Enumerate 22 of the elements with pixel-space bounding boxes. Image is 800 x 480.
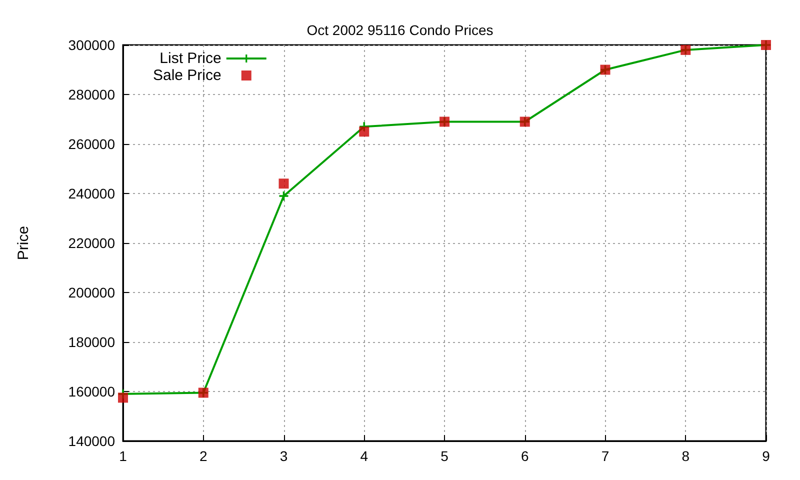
x-tick-label: 2: [199, 448, 208, 464]
x-tick-label: 8: [682, 448, 690, 464]
y-tick-label: 260000: [68, 136, 116, 152]
x-tick-label: 5: [440, 448, 449, 464]
y-tick-label: 300000: [68, 37, 116, 53]
x-tick-label: 7: [601, 448, 610, 464]
y-tick-label: 160000: [68, 384, 116, 400]
y-tick-label: 180000: [68, 334, 116, 350]
x-tick-label: 1: [119, 448, 128, 464]
y-axis-title: Price: [15, 226, 32, 260]
y-tick-label: 240000: [68, 186, 116, 202]
legend-label: List Price: [160, 50, 222, 67]
legend-label: Sale Price: [152, 67, 222, 84]
x-tick-label: 9: [762, 448, 770, 464]
y-tick-label: 280000: [68, 86, 116, 102]
y-tick-label: 220000: [68, 235, 116, 251]
x-tick-label: 4: [360, 448, 368, 464]
y-tick-label: 200000: [68, 284, 116, 300]
x-tick-label: 6: [520, 448, 529, 464]
x-tick-label: 3: [280, 448, 288, 464]
y-tick-label: 140000: [68, 433, 116, 449]
chart-title: Oct 2002 95116 Condo Prices: [306, 22, 494, 38]
